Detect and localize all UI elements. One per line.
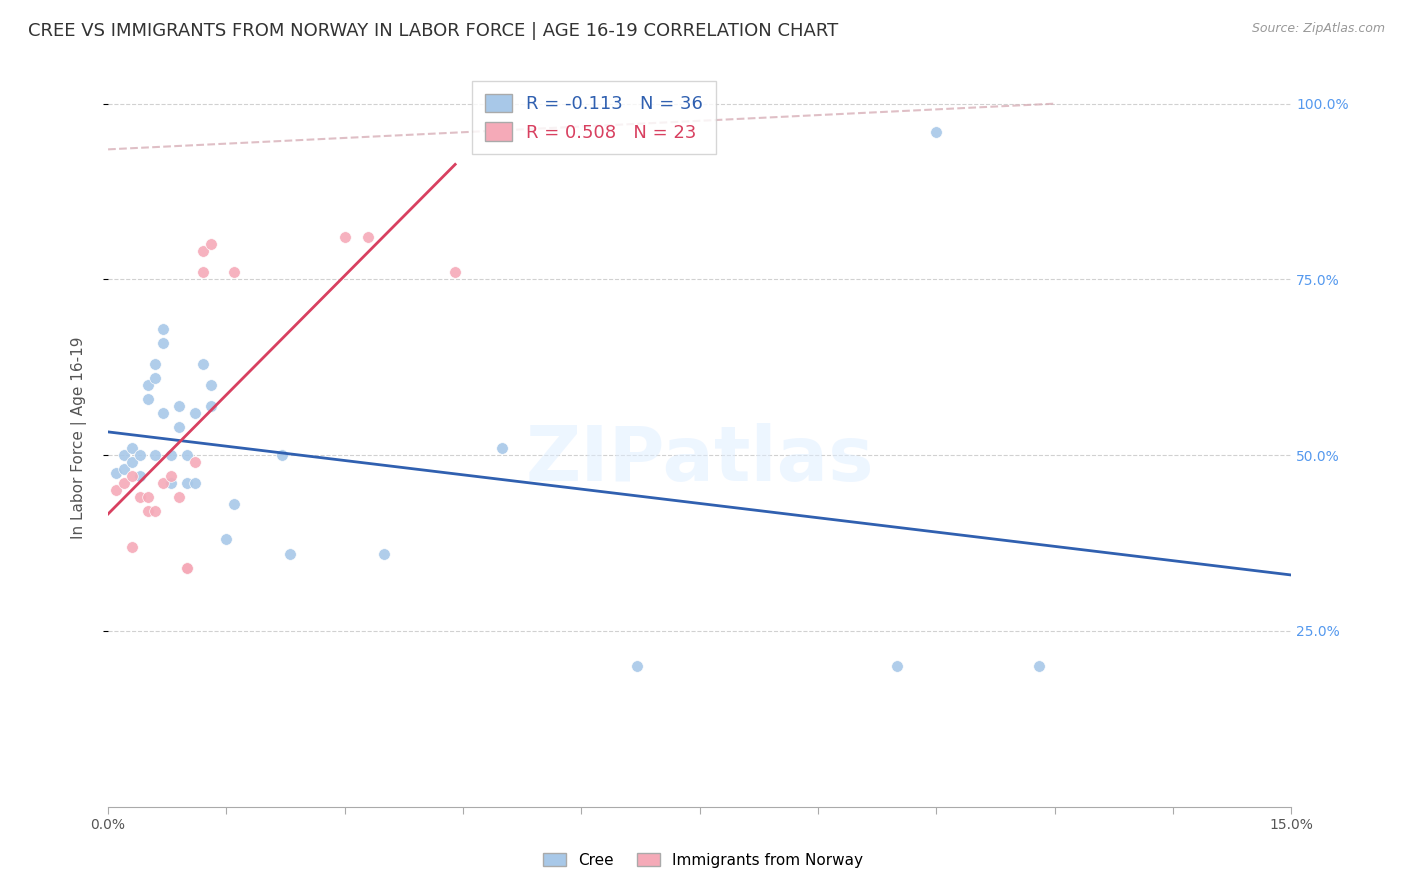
Point — [1028, 659, 1050, 673]
Point — [191, 357, 214, 371]
Point — [200, 377, 222, 392]
Point — [136, 491, 159, 505]
Point — [176, 560, 198, 574]
Text: ZIPatlas: ZIPatlas — [526, 423, 875, 497]
Text: CREE VS IMMIGRANTS FROM NORWAY IN LABOR FORCE | AGE 16-19 CORRELATION CHART: CREE VS IMMIGRANTS FROM NORWAY IN LABOR … — [28, 22, 838, 40]
Point — [444, 265, 467, 279]
Point — [167, 491, 190, 505]
Point — [136, 392, 159, 406]
Point — [145, 448, 167, 462]
Point — [278, 547, 301, 561]
Point — [167, 399, 190, 413]
Point — [152, 335, 174, 350]
Point — [191, 244, 214, 259]
Point — [121, 469, 143, 483]
Point — [112, 476, 135, 491]
Point — [886, 659, 908, 673]
Point — [357, 230, 380, 244]
Point — [104, 483, 127, 498]
Point — [152, 321, 174, 335]
Point — [626, 659, 648, 673]
Point — [224, 497, 246, 511]
Point — [152, 406, 174, 420]
Point — [215, 533, 238, 547]
Point — [167, 420, 190, 434]
Point — [145, 504, 167, 518]
Point — [104, 466, 127, 480]
Point — [373, 547, 395, 561]
Text: Source: ZipAtlas.com: Source: ZipAtlas.com — [1251, 22, 1385, 36]
Point — [200, 237, 222, 252]
Point — [160, 469, 183, 483]
Point — [112, 462, 135, 476]
Point — [136, 504, 159, 518]
Point — [224, 265, 246, 279]
Point — [121, 441, 143, 455]
Point — [176, 476, 198, 491]
Point — [184, 455, 207, 469]
Point — [121, 540, 143, 554]
Point — [128, 448, 150, 462]
Point — [184, 476, 207, 491]
Point — [176, 560, 198, 574]
Point — [200, 399, 222, 413]
Point — [191, 265, 214, 279]
Y-axis label: In Labor Force | Age 16-19: In Labor Force | Age 16-19 — [72, 336, 87, 539]
Point — [333, 230, 356, 244]
Point — [136, 377, 159, 392]
Point — [145, 371, 167, 385]
Point — [184, 406, 207, 420]
Point — [121, 455, 143, 469]
Point — [160, 448, 183, 462]
Point — [128, 469, 150, 483]
Point — [112, 448, 135, 462]
Point — [925, 125, 948, 139]
Point — [128, 491, 150, 505]
Point — [152, 476, 174, 491]
Point — [176, 448, 198, 462]
Point — [160, 476, 183, 491]
Point — [270, 448, 292, 462]
Point — [145, 357, 167, 371]
Legend: R = -0.113   N = 36, R = 0.508   N = 23: R = -0.113 N = 36, R = 0.508 N = 23 — [472, 81, 716, 154]
Legend: Cree, Immigrants from Norway: Cree, Immigrants from Norway — [536, 845, 870, 875]
Point — [491, 441, 513, 455]
